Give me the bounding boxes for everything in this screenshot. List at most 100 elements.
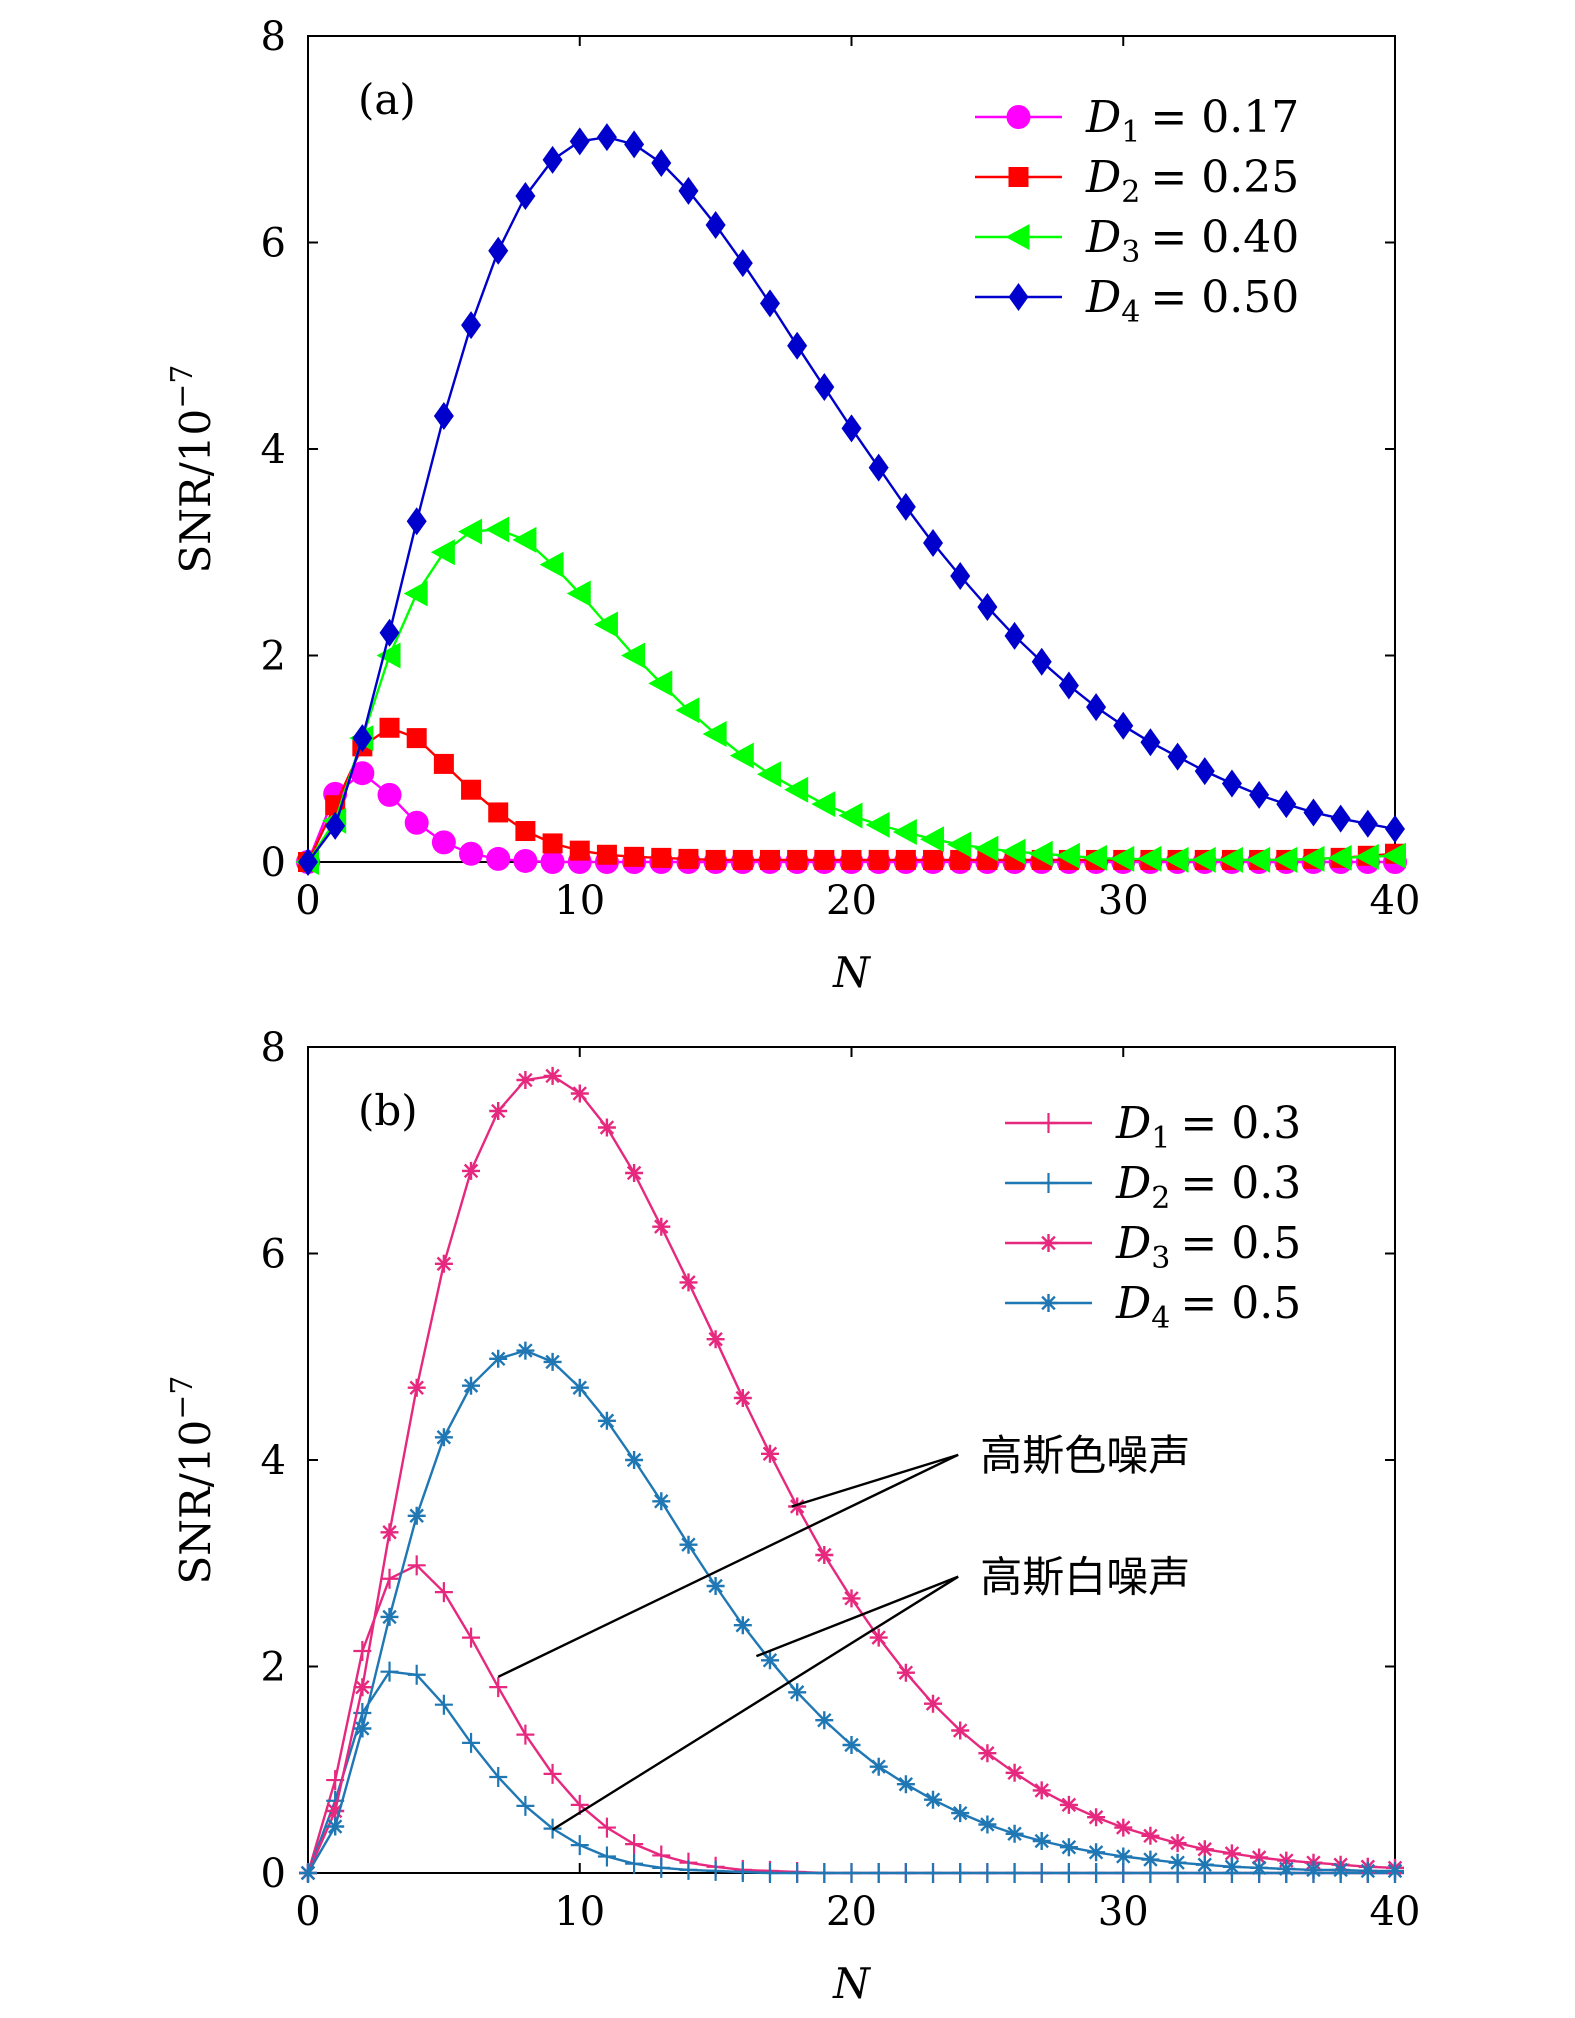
data-point	[1005, 1824, 1024, 1843]
data-point	[869, 1757, 888, 1776]
legend-value: = 0.3	[1180, 1098, 1301, 1149]
data-point	[924, 1790, 942, 1809]
data-point	[624, 846, 645, 867]
legend-value: = 0.50	[1150, 272, 1299, 323]
data-point	[596, 844, 617, 865]
data-point	[596, 123, 617, 152]
data-point	[895, 849, 916, 870]
data-point	[651, 847, 672, 868]
data-point	[326, 1817, 345, 1836]
data-point	[1194, 757, 1215, 786]
data-point	[1385, 814, 1405, 843]
y-tick-label: 6	[261, 1232, 286, 1278]
legend-marker	[1005, 224, 1030, 250]
legend-var: D	[1115, 1218, 1151, 1269]
data-point	[842, 1589, 861, 1608]
data-point	[1001, 838, 1026, 865]
data-point	[706, 1330, 725, 1349]
data-point	[512, 526, 537, 553]
data-point	[515, 182, 536, 211]
panel-label: (a)	[358, 75, 416, 124]
data-point	[542, 833, 563, 854]
annotation-label: 高斯白噪声	[980, 1553, 1190, 1602]
data-point	[379, 618, 400, 647]
panel-label: (b)	[358, 1086, 418, 1135]
y-tick-label: 0	[261, 1851, 286, 1897]
legend-sub: 4	[1121, 295, 1140, 330]
data-point	[434, 1254, 453, 1273]
data-point	[407, 1664, 426, 1685]
annotation-label: 高斯色噪声	[980, 1431, 1190, 1480]
data-point	[407, 1506, 426, 1525]
data-point	[977, 592, 998, 621]
data-point	[652, 1857, 671, 1878]
data-point	[651, 148, 672, 177]
annotation-leader-line	[497, 1453, 959, 1678]
data-point	[788, 1497, 807, 1516]
data-point	[1059, 1838, 1078, 1857]
data-point	[868, 453, 889, 482]
legend-label: D3 = 0.5	[1115, 1218, 1301, 1276]
data-point	[923, 849, 944, 870]
data-point	[433, 401, 454, 430]
data-point	[489, 1677, 508, 1698]
data-point	[759, 849, 780, 870]
data-point	[1167, 742, 1188, 771]
legend-value: = 0.5	[1180, 1278, 1301, 1329]
legend-entry-1: D1 = 0.3	[1005, 1098, 1301, 1156]
data-point	[1086, 693, 1107, 722]
legend-var: D	[1085, 272, 1121, 323]
data-point	[621, 642, 646, 669]
data-point	[784, 776, 809, 803]
y-axis-label-main: SNR/10	[171, 409, 220, 574]
data-point	[1032, 1781, 1051, 1800]
data-point	[1004, 621, 1025, 650]
legend-var: D	[1115, 1278, 1151, 1329]
legend-marker	[1006, 105, 1031, 129]
y-tick-label: 0	[261, 840, 286, 886]
data-point	[1222, 1844, 1241, 1863]
data-point	[865, 811, 890, 838]
data-point	[462, 1161, 480, 1180]
data-point	[842, 1736, 861, 1754]
y-tick-label: 4	[261, 427, 286, 473]
y-axis-label: SNR/10−7	[165, 1376, 220, 1585]
data-point	[462, 1376, 480, 1395]
data-point	[679, 1535, 698, 1554]
data-point	[1331, 1860, 1350, 1879]
data-point	[1059, 1795, 1078, 1814]
data-point	[787, 331, 808, 360]
data-point	[974, 835, 999, 862]
x-tick-label: 20	[826, 1889, 877, 1935]
data-point	[702, 720, 727, 747]
data-point	[947, 831, 972, 858]
data-point	[433, 753, 454, 774]
data-point	[1221, 769, 1242, 798]
data-point	[597, 1846, 616, 1867]
data-point	[1114, 1847, 1133, 1866]
series-4	[298, 123, 1405, 876]
data-point	[486, 846, 511, 871]
data-point	[326, 1802, 345, 1820]
data-point	[569, 840, 590, 861]
data-point	[570, 1835, 589, 1856]
data-point	[407, 1555, 426, 1576]
data-point	[896, 1663, 915, 1682]
data-point	[569, 127, 590, 156]
data-point	[543, 1763, 562, 1784]
data-point	[625, 1164, 644, 1182]
annotation-leader-line	[755, 1575, 959, 1658]
data-point	[978, 1744, 997, 1763]
data-point	[461, 311, 482, 340]
data-point	[1195, 1855, 1214, 1874]
legend-value: = 0.3	[1180, 1158, 1301, 1209]
data-point	[1032, 1832, 1051, 1850]
data-point	[678, 848, 699, 869]
x-tick-label: 30	[1098, 878, 1149, 924]
data-point	[489, 1766, 508, 1787]
data-point	[1005, 1863, 1024, 1883]
data-point	[597, 1118, 616, 1137]
